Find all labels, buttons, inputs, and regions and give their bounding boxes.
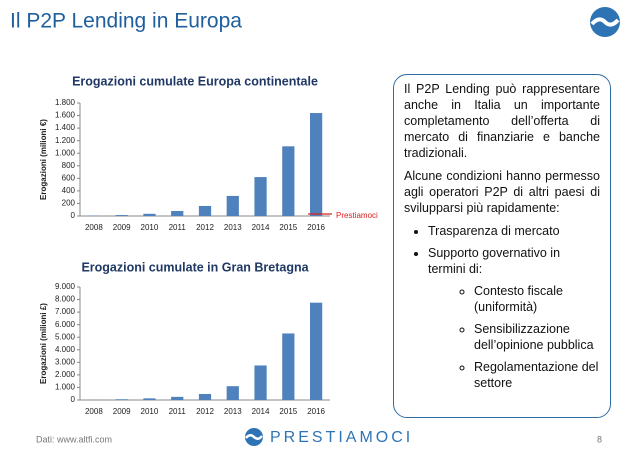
- x-tick-label: 2012: [196, 223, 214, 232]
- bar: [310, 302, 323, 400]
- x-tick-label: 2008: [85, 223, 103, 232]
- bar: [226, 195, 239, 216]
- y-tick-label: 200: [62, 199, 76, 208]
- sub-bullet: Regolamentazione del settore: [474, 359, 600, 391]
- x-tick-label: 2009: [113, 223, 131, 232]
- page-number: 8: [597, 434, 602, 444]
- y-tick-label: 1.400: [55, 123, 76, 132]
- logo-icon: [590, 7, 620, 37]
- y-tick-label: 400: [62, 186, 76, 195]
- bar: [143, 398, 156, 400]
- y-tick-label: 6.000: [55, 320, 76, 329]
- y-tick-label: 8.000: [55, 295, 76, 304]
- bullet: Supporto governativo in termini di:: [428, 245, 600, 277]
- x-tick-label: 2015: [279, 407, 297, 416]
- paragraph: Alcune condizioni hanno permesso agli op…: [404, 169, 600, 215]
- bar: [198, 205, 212, 216]
- y-tick-label: 1.000: [55, 383, 76, 392]
- y-tick-label: 7.000: [55, 307, 76, 316]
- bullet: Trasparenza di mercato: [428, 223, 600, 239]
- x-tick-label: 2009: [113, 407, 131, 416]
- sub-bullet-list: Contesto fiscale (uniformità) Sensibiliz…: [404, 283, 600, 391]
- bar: [115, 399, 128, 400]
- y-tick-label: 9.000: [55, 282, 76, 291]
- x-tick-label: 2012: [196, 407, 214, 416]
- y-tick-label: 0: [71, 211, 76, 220]
- footer-logo: PRESTIAMOCI: [270, 429, 413, 446]
- bar: [226, 386, 239, 400]
- y-tick-label: 1.200: [55, 136, 76, 145]
- bar: [282, 333, 295, 400]
- y-tick-label: 1.000: [55, 148, 76, 157]
- bar: [310, 113, 323, 216]
- bar: [171, 396, 184, 400]
- x-tick-label: 2014: [252, 223, 270, 232]
- x-tick-label: 2013: [224, 407, 242, 416]
- y-tick-label: 2.000: [55, 370, 76, 379]
- chart-title: Erogazioni cumulate Europa continentale: [72, 74, 318, 88]
- x-tick-label: 2014: [252, 407, 270, 416]
- y-axis-label: Erogazioni (milioni £): [39, 303, 48, 384]
- y-tick-label: 3.000: [55, 357, 76, 366]
- annotation: Prestiamoci: [336, 211, 378, 220]
- x-tick-label: 2016: [307, 407, 325, 416]
- y-tick-label: 1.600: [55, 111, 76, 120]
- bar: [143, 213, 156, 216]
- footer-logo-icon: [245, 428, 263, 446]
- bar: [171, 210, 184, 216]
- x-tick-label: 2015: [279, 223, 297, 232]
- y-tick-label: 4.000: [55, 345, 76, 354]
- bar: [115, 215, 128, 216]
- x-tick-label: 2010: [141, 407, 159, 416]
- text-box: Il P2P Lending può rappresentare anche i…: [393, 74, 611, 418]
- bar: [198, 393, 212, 400]
- x-tick-label: 2010: [141, 223, 159, 232]
- sub-bullet: Sensibilizzazione dell’opinione pubblica: [474, 321, 600, 353]
- x-tick-label: 2008: [85, 407, 103, 416]
- y-tick-label: 0: [71, 395, 76, 404]
- paragraph: Il P2P Lending può rappresentare anche i…: [404, 82, 600, 160]
- y-axis-label: Erogazioni (milioni €): [39, 119, 48, 200]
- x-tick-label: 2011: [169, 407, 187, 416]
- y-tick-label: 800: [62, 161, 76, 170]
- bar: [254, 177, 267, 216]
- bar: [282, 146, 295, 216]
- bullet-list: Trasparenza di mercato Supporto governat…: [404, 223, 600, 277]
- sub-bullet: Contesto fiscale (uniformità): [474, 283, 600, 315]
- source: Dati: www.altfi.com: [36, 434, 112, 444]
- bar: [254, 365, 267, 400]
- y-tick-label: 5.000: [55, 332, 76, 341]
- y-tick-label: 600: [62, 173, 76, 182]
- y-tick-label: 1.800: [55, 98, 76, 107]
- x-tick-label: 2016: [307, 223, 325, 232]
- chart-title: Erogazioni cumulate in Gran Bretagna: [81, 260, 309, 274]
- x-tick-label: 2011: [169, 223, 187, 232]
- x-tick-label: 2013: [224, 223, 242, 232]
- slide-title: Il P2P Lending in Europa: [10, 10, 242, 33]
